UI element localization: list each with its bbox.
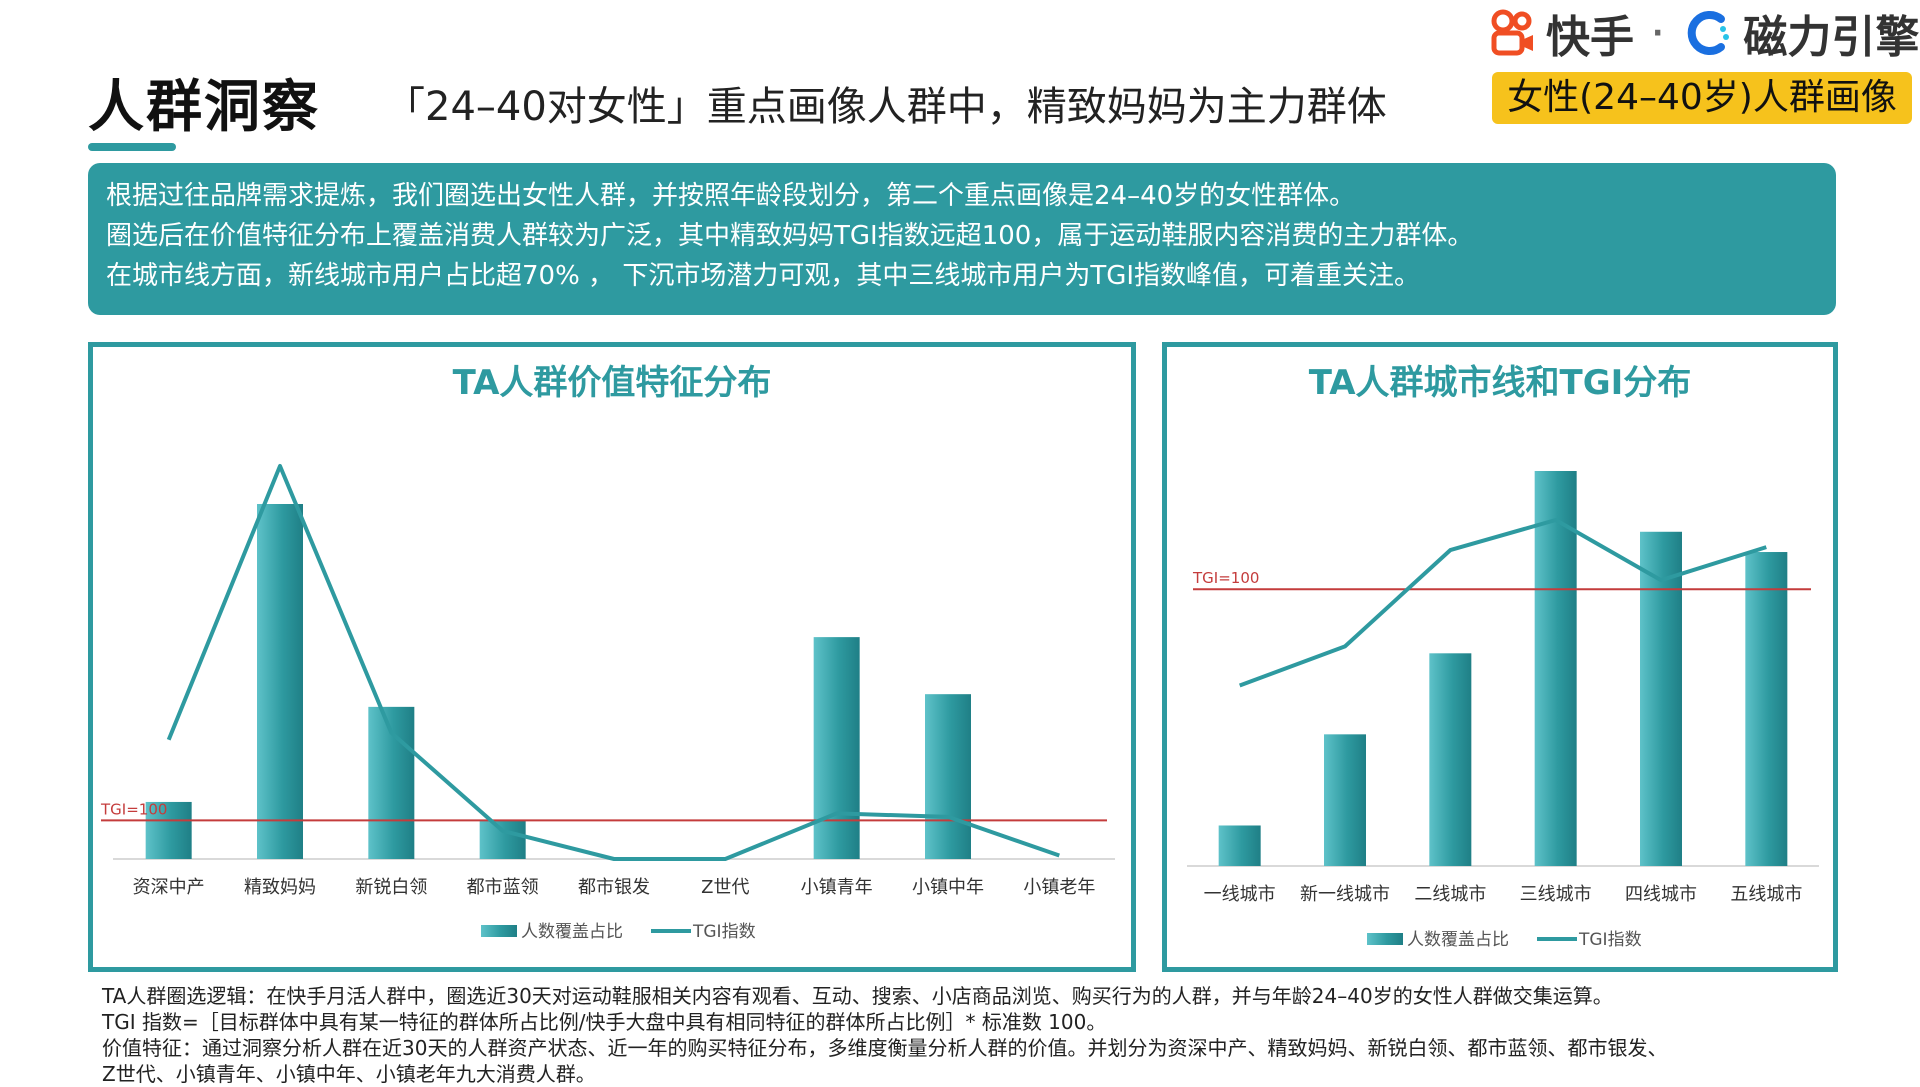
bar-小镇中年 xyxy=(925,694,971,859)
value-feature-chart-panel: TA人群价值特征分布 TGI=100 资深中产 精致妈妈 新锐白领 都市蓝领 都市银发 Z世… xyxy=(88,342,1136,972)
chart-legend: 人数覆盖占比 TGI指数 xyxy=(1367,930,1642,950)
brand-logos: 快手 · 磁力引擎 xyxy=(1488,4,1920,63)
cili-logo-icon xyxy=(1688,11,1730,55)
x-tick-label: 四线城市 xyxy=(1625,884,1697,905)
value-feature-chart-title: TA人群价值特征分布 xyxy=(452,363,772,403)
x-tick-label: 小镇中年 xyxy=(912,877,984,898)
legend-bar-label: 人数覆盖占比 xyxy=(521,922,623,942)
x-tick-label: 新锐白领 xyxy=(355,877,427,898)
tgi-line xyxy=(1239,518,1767,688)
headline: 「24–40对女性」重点画像人群中，精致妈妈为主力群体 xyxy=(385,84,1387,130)
audience-badge: 女性(24–40岁)人群画像 xyxy=(1492,72,1912,124)
bar-一线城市 xyxy=(1218,825,1261,866)
x-tick-label: 资深中产 xyxy=(133,877,205,898)
footnote-3: 价值特征：通过洞察分析人群在近30天的人群资产状态、近一年的购买特征分布，多维度… xyxy=(102,1036,1668,1060)
summary-box: 根据过往品牌需求提炼，我们圈选出女性人群，并按照年龄段划分，第二个重点画像是24… xyxy=(88,163,1836,315)
x-tick-label: 五线城市 xyxy=(1730,884,1802,905)
x-tick-label: 都市银发 xyxy=(578,877,650,898)
tgi-reference-label: TGI=100 xyxy=(100,800,167,818)
legend-line-label: TGI指数 xyxy=(692,922,756,942)
tgi-reference-label: TGI=100 xyxy=(1192,569,1259,587)
brand-separator: · xyxy=(1652,15,1664,51)
x-tick-label: 二线城市 xyxy=(1414,884,1486,905)
bar-二线城市 xyxy=(1429,653,1472,866)
bar-资深中产 xyxy=(145,801,192,859)
bar-小镇青年 xyxy=(813,637,860,859)
summary-line-2: 圈选后在价值特征分布上覆盖消费人群较为广泛，其中精致妈妈TGI指数远超100，属… xyxy=(106,221,1474,251)
title-underline xyxy=(88,143,176,151)
footnote-4: Z世代、小镇青年、小镇中年、小镇老年九大消费人群。 xyxy=(102,1062,596,1086)
legend-line-label: TGI指数 xyxy=(1578,930,1642,950)
bar-四线城市 xyxy=(1640,531,1682,866)
kuaishou-brand-text: 快手 xyxy=(1546,12,1634,63)
chart-legend: 人数覆盖占比 TGI指数 xyxy=(481,922,756,942)
city-tier-chart-panel: TA人群城市线和TGI分布 TGI=100 一线城市 新一线城市 二线城市 三线城市 四线… xyxy=(1162,342,1838,972)
footnote-1: TA人群圈选逻辑：在快手月活人群中，圈选近30天对运动鞋服相关内容有观看、互动、… xyxy=(102,984,1613,1008)
kuaishou-logo-icon xyxy=(1491,9,1533,56)
x-tick-label: 三线城市 xyxy=(1520,884,1592,905)
x-tick-label: 一线城市 xyxy=(1204,884,1276,905)
value-feature-chart: TGI=100 资深中产 精致妈妈 新锐白领 都市蓝领 都市银发 Z世代 小镇青年 小镇中年 小镇… xyxy=(100,464,1115,942)
bar-新一线城市 xyxy=(1324,734,1366,866)
legend-bar-label: 人数覆盖占比 xyxy=(1407,930,1509,950)
x-tick-label: 小镇老年 xyxy=(1023,877,1095,898)
summary-line-3: 在城市线方面，新线城市用户占比超70% ， 下沉市场潜力可观，其中三线城市用户为… xyxy=(106,261,1421,291)
bar-精致妈妈 xyxy=(257,504,303,859)
bar-三线城市 xyxy=(1534,471,1577,866)
x-tick-label: 小镇青年 xyxy=(801,877,873,898)
x-tick-label: 都市蓝领 xyxy=(467,877,539,898)
x-tick-label: 精致妈妈 xyxy=(244,877,316,898)
summary-line-1: 根据过往品牌需求提炼，我们圈选出女性人群，并按照年龄段划分，第二个重点画像是24… xyxy=(106,181,1356,211)
legend-bar-swatch xyxy=(481,925,517,937)
bar-五线城市 xyxy=(1745,552,1788,866)
page-title: 人群洞察 xyxy=(88,75,320,140)
cili-brand-text: 磁力引擎 xyxy=(1743,12,1920,63)
x-tick-label: Z世代 xyxy=(701,877,749,898)
x-tick-label: 新一线城市 xyxy=(1300,884,1390,905)
city-tier-chart-title: TA人群城市线和TGI分布 xyxy=(1308,363,1692,403)
tgi-line xyxy=(166,464,1060,861)
footnote-2: TGI 指数=［目标群体中具有某一特征的群体所占比例/快手大盘中具有相同特征的群… xyxy=(102,1010,1107,1034)
legend-bar-swatch xyxy=(1367,933,1403,945)
bar-都市蓝领 xyxy=(479,820,526,859)
